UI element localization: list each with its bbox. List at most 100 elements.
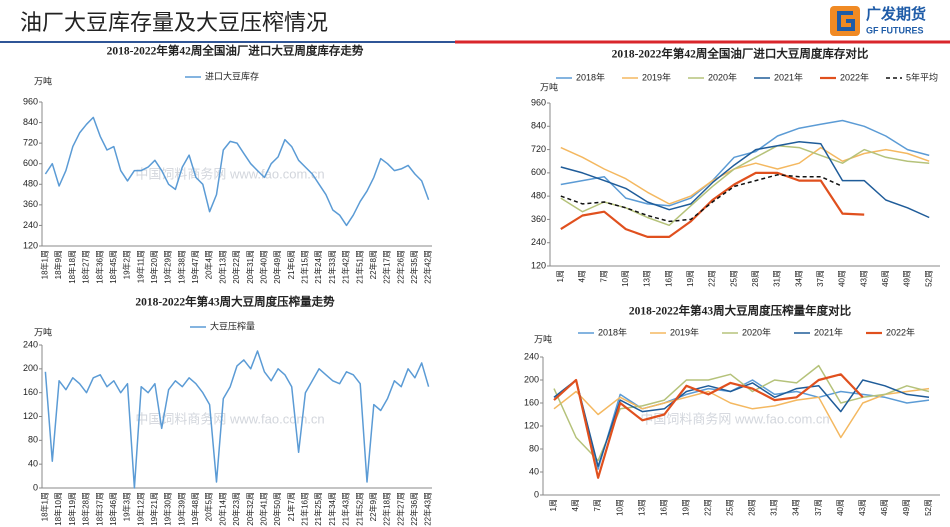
logo: 广发期货 GF FUTURES: [830, 5, 926, 36]
x-tick-label: 19年38周: [176, 250, 186, 284]
x-tick-label: 22年9周: [368, 492, 378, 521]
x-tick-label: 10周: [615, 499, 624, 516]
chart-title: 2018-2022年第43周大豆周度压榨量走势: [135, 295, 335, 309]
x-tick-label: 52周: [924, 270, 933, 287]
x-tick-label: 20年50周: [272, 492, 282, 526]
logo-g: [837, 11, 855, 31]
x-tick-label: 18年45周: [108, 250, 118, 284]
y-tick-label: 200: [23, 363, 38, 373]
x-tick-label: 18年19周: [67, 492, 77, 526]
y-tick-label: 480: [531, 191, 546, 201]
x-tick-label: 18年1周: [40, 492, 50, 521]
y-tick-label: 160: [524, 397, 539, 407]
y-tick-label: 960: [23, 96, 38, 106]
x-tick-label: 1周: [549, 499, 558, 511]
series-line: [560, 174, 843, 223]
y-tick-label: 160: [23, 387, 38, 397]
series-line: [560, 119, 930, 207]
legend-label: 2018年: [598, 326, 627, 337]
series-line: [560, 171, 865, 238]
x-tick-label: 43周: [859, 270, 868, 287]
chart-title: 2018-2022年第42周全国油厂进口大豆周度库存走势: [107, 44, 364, 58]
x-tick-label: 43周: [858, 499, 867, 516]
x-tick-label: 49周: [902, 499, 911, 516]
watermark: 中国饲料商务网 www.fao.com.cn: [640, 411, 829, 426]
legend-label: 进口大豆库存: [205, 70, 259, 81]
y-tick-label: 600: [531, 167, 546, 177]
x-tick-label: 21年42周: [341, 250, 351, 284]
y-tick-label: 720: [531, 144, 546, 154]
x-tick-label: 19年21周: [149, 492, 159, 526]
x-tick-label: 46周: [880, 499, 889, 516]
y-tick-label: 960: [531, 97, 546, 107]
y-axis-unit: 万吨: [34, 75, 52, 86]
x-tick-label: 20年22周: [231, 250, 241, 284]
x-tick-label: 20年31周: [245, 250, 255, 284]
series-line: [44, 116, 430, 227]
x-tick-label: 19年39周: [176, 492, 186, 526]
y-tick-label: 0: [534, 489, 539, 499]
x-tick-label: 28周: [748, 499, 757, 516]
x-tick-label: 34周: [794, 270, 803, 287]
x-tick-label: 20年4周: [204, 250, 214, 279]
x-tick-label: 22年42周: [423, 250, 433, 284]
x-tick-label: 21年24周: [313, 250, 323, 284]
y-axis-unit: 万吨: [34, 326, 52, 337]
y-tick-label: 720: [23, 138, 38, 148]
x-tick-label: 20年5周: [204, 492, 214, 521]
x-tick-label: 18年1周: [40, 250, 50, 279]
legend-label: 2018年: [576, 71, 605, 82]
y-tick-label: 240: [531, 237, 546, 247]
x-tick-label: 4周: [571, 499, 580, 511]
x-tick-label: 20年13周: [217, 250, 227, 284]
x-tick-label: 25周: [726, 499, 735, 516]
x-tick-label: 19年11周: [135, 250, 145, 283]
y-tick-label: 240: [23, 339, 38, 349]
series-line: [553, 379, 930, 468]
y-tick-label: 80: [529, 443, 539, 453]
x-tick-label: 18年10周: [53, 492, 63, 526]
y-tick-label: 240: [23, 220, 38, 230]
x-tick-label: 19年2周: [122, 250, 132, 279]
x-tick-label: 16周: [664, 270, 673, 287]
x-tick-label: 18年36周: [94, 250, 104, 284]
series-line: [44, 350, 430, 489]
x-tick-label: 49周: [903, 270, 912, 287]
x-tick-label: 19周: [686, 270, 695, 287]
y-tick-label: 840: [531, 121, 546, 131]
x-tick-label: 20年40周: [258, 250, 268, 284]
slide-title: 油厂大豆库存量及大豆压榨情况: [20, 10, 328, 35]
watermark: 中国饲料商务网 www.fao.com.cn: [135, 411, 324, 426]
x-tick-label: 22年43周: [423, 492, 433, 526]
x-tick-label: 25周: [729, 270, 738, 287]
y-tick-label: 200: [524, 374, 539, 384]
x-tick-label: 19年20周: [149, 250, 159, 284]
chart-title: 2018-2022年第42周全国油厂进口大豆周度库存对比: [612, 47, 869, 61]
x-tick-label: 20年14周: [217, 492, 227, 526]
x-tick-label: 4周: [578, 270, 587, 282]
x-tick-label: 22年18周: [382, 492, 392, 526]
x-tick-label: 13周: [643, 270, 652, 287]
x-tick-label: 21年34周: [327, 492, 337, 526]
x-tick-label: 22周: [704, 499, 713, 516]
x-tick-label: 19周: [681, 499, 690, 516]
x-tick-label: 18年9周: [53, 250, 63, 279]
x-tick-label: 46周: [881, 270, 890, 287]
series-line: [553, 373, 864, 479]
y-tick-label: 480: [23, 179, 38, 189]
x-tick-label: 7周: [599, 270, 608, 282]
x-tick-label: 1周: [556, 270, 565, 282]
x-tick-label: 20年49周: [272, 250, 282, 284]
x-tick-label: 37周: [816, 270, 825, 287]
x-tick-label: 19年48周: [190, 492, 200, 526]
chart-title: 2018-2022年第43周大豆周度压榨量年度对比: [629, 304, 852, 318]
x-tick-label: 22年8周: [368, 250, 378, 279]
y-tick-label: 240: [524, 351, 539, 361]
y-tick-label: 120: [524, 420, 539, 430]
watermark: 中国饲料商务网 www.fao.com.cn: [135, 166, 324, 181]
x-tick-label: 19年47周: [190, 250, 200, 284]
series-line: [560, 141, 930, 219]
x-tick-label: 22年36周: [409, 492, 419, 526]
x-tick-label: 22年35周: [409, 250, 419, 284]
